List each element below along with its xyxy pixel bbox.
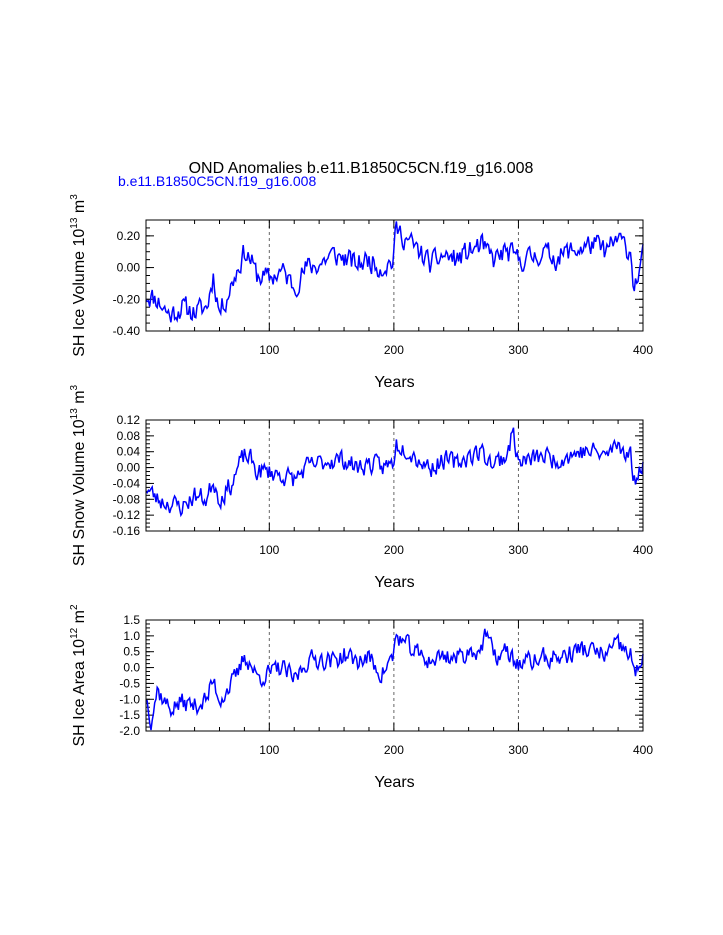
y-tick-label: 0.00 — [117, 461, 141, 475]
x-tick-label: 400 — [633, 343, 653, 357]
x-tick-label: 300 — [508, 743, 528, 757]
x-tick-label: 400 — [633, 543, 653, 557]
panel-2: 100 200 300 400 -0.16 -0.12 -0.08 -0.040.00 0.04… — [69, 384, 653, 591]
x-tick-label: 100 — [259, 543, 279, 557]
y-tick-label: 0.20 — [117, 229, 141, 243]
x-tick-label: 300 — [508, 343, 528, 357]
y-tick-label: 0.0 — [123, 661, 140, 675]
y-tick-label: 1.5 — [123, 613, 140, 627]
y-tick-label: 0.00 — [117, 261, 141, 275]
y-tick-label: -2.0 — [119, 724, 140, 738]
y-axis-label: SH Snow Volume 1013 m3 — [69, 384, 88, 566]
y-tick-label: -1.0 — [119, 692, 140, 706]
series-line — [145, 628, 644, 731]
series-line — [145, 221, 644, 323]
plot-frame — [145, 419, 644, 532]
y-tick-label: -0.04 — [113, 476, 141, 490]
x-tick-label: 200 — [384, 743, 404, 757]
x-tick-label: 100 — [259, 743, 279, 757]
x-tick-label: 400 — [633, 743, 653, 757]
y-tick-label: -0.40 — [113, 324, 141, 338]
y-tick-label: -0.5 — [119, 676, 140, 690]
panel-1: 100 200 300 400 -0.40 -0.20 0.00 0.20 Years SH Ic… — [69, 194, 653, 391]
x-tick-label: 300 — [508, 543, 528, 557]
y-tick-label: 1.0 — [123, 629, 140, 643]
y-tick-label: -1.5 — [119, 708, 140, 722]
panel-3: 100 200 300 400 -2.0 -1.5 -1.0 -0.50.0 0.5 1.0 1.5… — [69, 604, 653, 791]
series-line — [145, 427, 644, 518]
x-axis-label: Years — [374, 574, 414, 591]
y-tick-label: 0.5 — [123, 645, 140, 659]
y-tick-label: -0.20 — [113, 292, 141, 306]
y-tick-label: 0.04 — [117, 445, 141, 459]
y-tick-label: 0.12 — [117, 413, 141, 427]
x-tick-label: 200 — [384, 543, 404, 557]
y-axis-label: SH Ice Area 1012 m2 — [69, 604, 88, 747]
figure-subtitle: b.e11.B1850C5CN.f19_g16.008 — [118, 173, 316, 189]
figure-title: OND Anomalies b.e11.B1850C5CN.f19_g16.00… — [189, 160, 534, 177]
x-tick-label: 200 — [384, 343, 404, 357]
x-axis-label: Years — [374, 374, 414, 391]
y-axis-label: SH Ice Volume 1013 m3 — [69, 194, 88, 357]
y-tick-label: -0.16 — [113, 524, 141, 538]
x-axis-label: Years — [374, 774, 414, 791]
y-tick-label: -0.12 — [113, 508, 141, 522]
y-tick-label: -0.08 — [113, 492, 141, 506]
plot-frame — [145, 619, 644, 732]
plot-frame — [145, 219, 644, 332]
x-tick-label: 100 — [259, 343, 279, 357]
y-tick-label: 0.08 — [117, 429, 141, 443]
